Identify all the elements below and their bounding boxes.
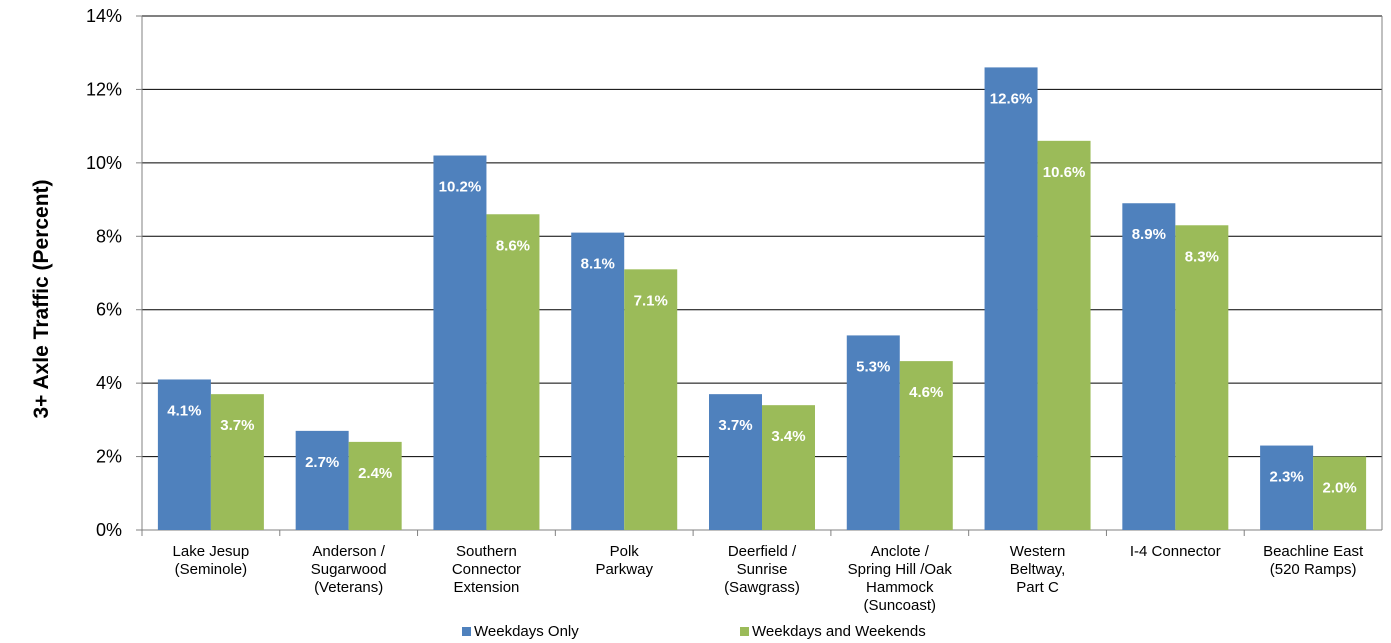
x-category-label: Extension — [454, 579, 520, 596]
legend-entry: Weekdays and Weekends — [752, 623, 926, 640]
bar — [348, 441, 402, 530]
data-label: 8.6% — [496, 237, 530, 254]
x-category-label: Spring Hill /Oak — [848, 561, 953, 578]
x-category-label: (520 Ramps) — [1270, 561, 1357, 578]
y-tick-label: 12% — [86, 79, 122, 99]
data-label: 8.3% — [1185, 248, 1219, 265]
data-labels: 4.1% 3.7% 2.7% 2.4% 10.2% 8.6% 8.1% 7.1% 3.7% 3.4… — [167, 90, 1356, 496]
data-label: 3.7% — [718, 417, 752, 434]
y-tick-label: 0% — [96, 520, 122, 540]
x-axis-categories: Lake Jesup(Seminole)Anderson /Sugarwood(… — [173, 543, 1364, 614]
data-label: 12.6% — [990, 90, 1033, 107]
x-category-label: I-4 Connector — [1130, 543, 1221, 560]
bar — [762, 405, 815, 530]
y-tick-label: 6% — [96, 300, 122, 320]
y-axis-ticks: 0% 2% 4% 6% 8% 10% 12% 14% — [86, 6, 122, 540]
data-label: 3.7% — [220, 417, 254, 434]
data-label: 3.4% — [771, 428, 805, 445]
data-label: 10.2% — [439, 179, 482, 196]
bar — [984, 67, 1038, 531]
bar — [1313, 456, 1367, 530]
data-label: 8.1% — [581, 256, 615, 273]
bar — [486, 214, 540, 530]
x-category-label: (Seminole) — [175, 561, 248, 578]
x-category-label: Parkway — [595, 561, 653, 578]
x-category-label: Part C — [1016, 579, 1059, 596]
y-tick-label: 14% — [86, 6, 122, 26]
bar — [210, 394, 264, 530]
x-category-label: Western — [1010, 543, 1066, 560]
x-category-label: Hammock — [866, 579, 934, 596]
x-category-label: (Suncoast) — [864, 597, 937, 614]
bar — [1037, 140, 1091, 531]
legend: Weekdays Only Weekdays and Weekends — [462, 623, 926, 640]
x-category-label: Connector — [452, 561, 521, 578]
x-category-label: Beltway, — [1010, 561, 1066, 578]
x-category-label: Beachline East — [1263, 543, 1364, 560]
x-category-label: (Veterans) — [314, 579, 383, 596]
bar — [1260, 445, 1314, 530]
data-label: 2.4% — [358, 465, 392, 482]
y-axis-label: 3+ Axle Traffic (Percent) — [30, 179, 53, 418]
legend-entry: Weekdays Only — [474, 623, 579, 640]
bar — [624, 269, 678, 530]
x-category-label: Polk — [610, 543, 640, 560]
bar — [709, 394, 762, 530]
bar — [899, 361, 953, 530]
x-category-label: (Sawgrass) — [724, 579, 800, 596]
data-label: 10.6% — [1043, 164, 1086, 181]
bar — [157, 379, 211, 530]
bar — [846, 335, 900, 530]
bar — [571, 232, 625, 530]
y-tick-label: 10% — [86, 153, 122, 173]
data-label: 8.9% — [1132, 226, 1166, 243]
y-tick-label: 2% — [96, 447, 122, 467]
data-label: 2.3% — [1270, 469, 1304, 486]
data-label: 5.3% — [856, 358, 890, 375]
bar — [433, 155, 487, 530]
data-label: 4.6% — [909, 384, 943, 401]
data-label: 4.1% — [167, 402, 201, 419]
x-category-label: Southern — [456, 543, 517, 560]
y-tick-label: 8% — [96, 226, 122, 246]
bar — [295, 430, 349, 530]
bar — [1122, 203, 1176, 530]
bar — [1175, 225, 1229, 530]
x-category-label: Lake Jesup — [173, 543, 250, 560]
x-category-label: Anclote / — [871, 543, 930, 560]
x-category-label: Anderson / — [312, 543, 385, 560]
x-category-label: Deerfield / — [728, 543, 797, 560]
data-label: 7.1% — [634, 292, 668, 309]
data-label: 2.7% — [305, 454, 339, 471]
data-label: 2.0% — [1323, 480, 1357, 497]
x-category-label: Sugarwood — [311, 561, 387, 578]
bars — [157, 67, 1367, 531]
x-category-label: Sunrise — [737, 561, 788, 578]
legend-swatch — [462, 627, 471, 636]
legend-swatch — [740, 627, 749, 636]
y-tick-label: 4% — [96, 373, 122, 393]
